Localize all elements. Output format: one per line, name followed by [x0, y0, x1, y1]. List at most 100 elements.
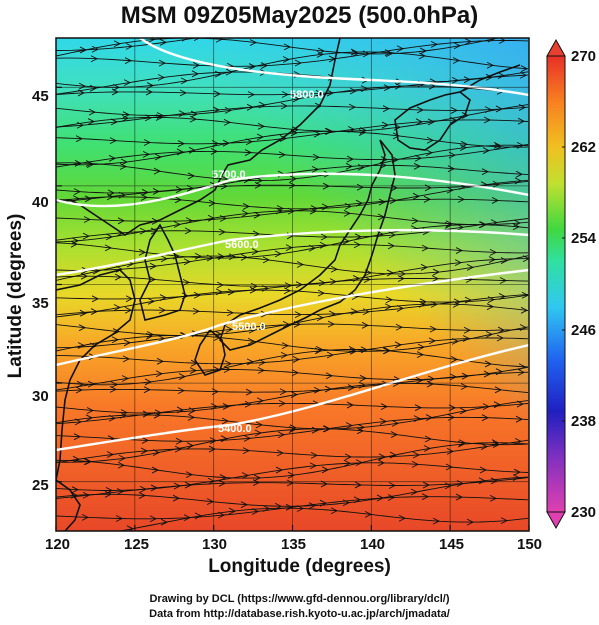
- wind-arrow: [110, 118, 119, 126]
- wind-arrow: [184, 227, 193, 235]
- wind-arrow: [395, 323, 404, 331]
- wind-arrow: [220, 435, 229, 443]
- wind-arrow: [391, 419, 400, 427]
- wind-arrow: [489, 494, 498, 502]
- wind-arrow: [249, 39, 258, 46]
- wind-arrow: [148, 276, 157, 283]
- wind-arrow: [319, 241, 328, 249]
- wind-arrow: [461, 112, 470, 119]
- x-tick-145: 145: [439, 536, 465, 553]
- wind-arrow: [257, 122, 266, 130]
- wind-arrow: [253, 211, 262, 219]
- wind-arrow: [247, 337, 256, 345]
- wind-arrow: [426, 136, 435, 144]
- wind-arrow: [145, 88, 154, 96]
- wind-arrow: [106, 193, 115, 201]
- wind-arrow: [124, 306, 133, 314]
- wind-arrow: [222, 403, 231, 410]
- height-contours: [56, 38, 529, 452]
- wind-arrow: [177, 387, 186, 395]
- wind-arrow: [314, 347, 323, 355]
- wind-arrow: [310, 451, 319, 459]
- wind-arrow: [138, 248, 147, 256]
- wind-arrow: [178, 373, 187, 380]
- wind-arrow: [309, 207, 318, 215]
- wind-arrow: [521, 291, 529, 299]
- wind-arrow: [150, 227, 159, 235]
- wind-arrow: [390, 431, 399, 438]
- wind-arrow: [174, 196, 183, 204]
- wind-arrow: [356, 183, 365, 191]
- wind-arrow: [149, 515, 158, 523]
- wind-arrow: [142, 150, 151, 158]
- wind-arrow: [251, 248, 260, 255]
- wind-arrow: [113, 40, 122, 48]
- wind-arrow: [347, 384, 356, 391]
- wind-arrow: [385, 296, 394, 304]
- colorbar-tick-254: 254: [571, 230, 597, 247]
- wind-arrow: [224, 106, 233, 114]
- contour-label-5500: 5500.0: [232, 321, 266, 333]
- wind-arrow: [79, 46, 88, 54]
- wind-arrow: [244, 149, 253, 156]
- wind-arrow: [189, 115, 198, 123]
- wind-arrow: [186, 184, 195, 192]
- wind-arrow: [157, 74, 166, 81]
- wind-arrow: [175, 437, 184, 445]
- wind-arrow: [124, 57, 133, 65]
- wind-arrow: [183, 258, 192, 266]
- wind-arrow: [416, 106, 425, 114]
- wind-arrow: [180, 77, 189, 85]
- wind-arrow: [466, 263, 475, 271]
- wind-arrow: [212, 106, 221, 114]
- wind-arrow: [312, 153, 321, 161]
- wind-arrow: [512, 223, 521, 231]
- wind-arrow: [242, 447, 251, 455]
- wind-arrow: [242, 203, 251, 210]
- wind-arrow: [140, 447, 149, 455]
- contour-5600: [56, 228, 529, 277]
- wind-arrow: [256, 397, 265, 405]
- wind-arrow: [278, 399, 287, 407]
- wind-arrow: [342, 237, 351, 245]
- wind-arrow: [215, 38, 224, 43]
- wind-arrow: [330, 507, 339, 515]
- wind-arrow: [82, 491, 91, 499]
- wind-arrow: [246, 358, 255, 366]
- wind-arrow: [387, 242, 396, 250]
- wind-arrow: [354, 233, 363, 241]
- wind-arrow: [445, 463, 454, 471]
- map-title: MSM 09Z05May2025 (500.0hPa): [120, 2, 479, 29]
- wind-arrow: [85, 414, 94, 422]
- wind-arrow: [446, 186, 455, 194]
- wind-arrow: [428, 337, 437, 345]
- wind-arrow: [349, 87, 358, 95]
- wind-arrow: [75, 386, 84, 394]
- wind-arrow: [225, 68, 234, 76]
- wind-arrow: [294, 59, 303, 67]
- wind-arrow: [285, 503, 294, 511]
- wind-arrow: [497, 72, 506, 80]
- wind-arrow: [389, 197, 398, 204]
- wind-arrow: [330, 24, 336, 30]
- wind-arrow: [464, 38, 473, 45]
- wind-arrow: [155, 370, 164, 378]
- wind-arrow: [228, 507, 237, 515]
- wind-arrow: [351, 50, 360, 57]
- colorbar-min-arrow: [546, 511, 566, 530]
- wind-arrow: [490, 219, 499, 227]
- wind-arrow: [416, 351, 425, 358]
- wind-arrow: [254, 429, 263, 437]
- wind-arrow: [320, 233, 329, 241]
- wind-arrow: [252, 479, 261, 487]
- wind-arrow: [144, 378, 153, 386]
- wind-arrow: [245, 388, 254, 396]
- wind-arrow: [254, 181, 263, 189]
- x-axis-label: Longitude (degrees): [208, 556, 391, 577]
- contour-5500: [56, 268, 529, 367]
- wind-arrow: [142, 410, 151, 418]
- contour-5800: [139, 38, 529, 97]
- wind-arrow: [159, 38, 168, 46]
- wind-arrow: [325, 372, 334, 380]
- wind-arrow: [121, 114, 130, 122]
